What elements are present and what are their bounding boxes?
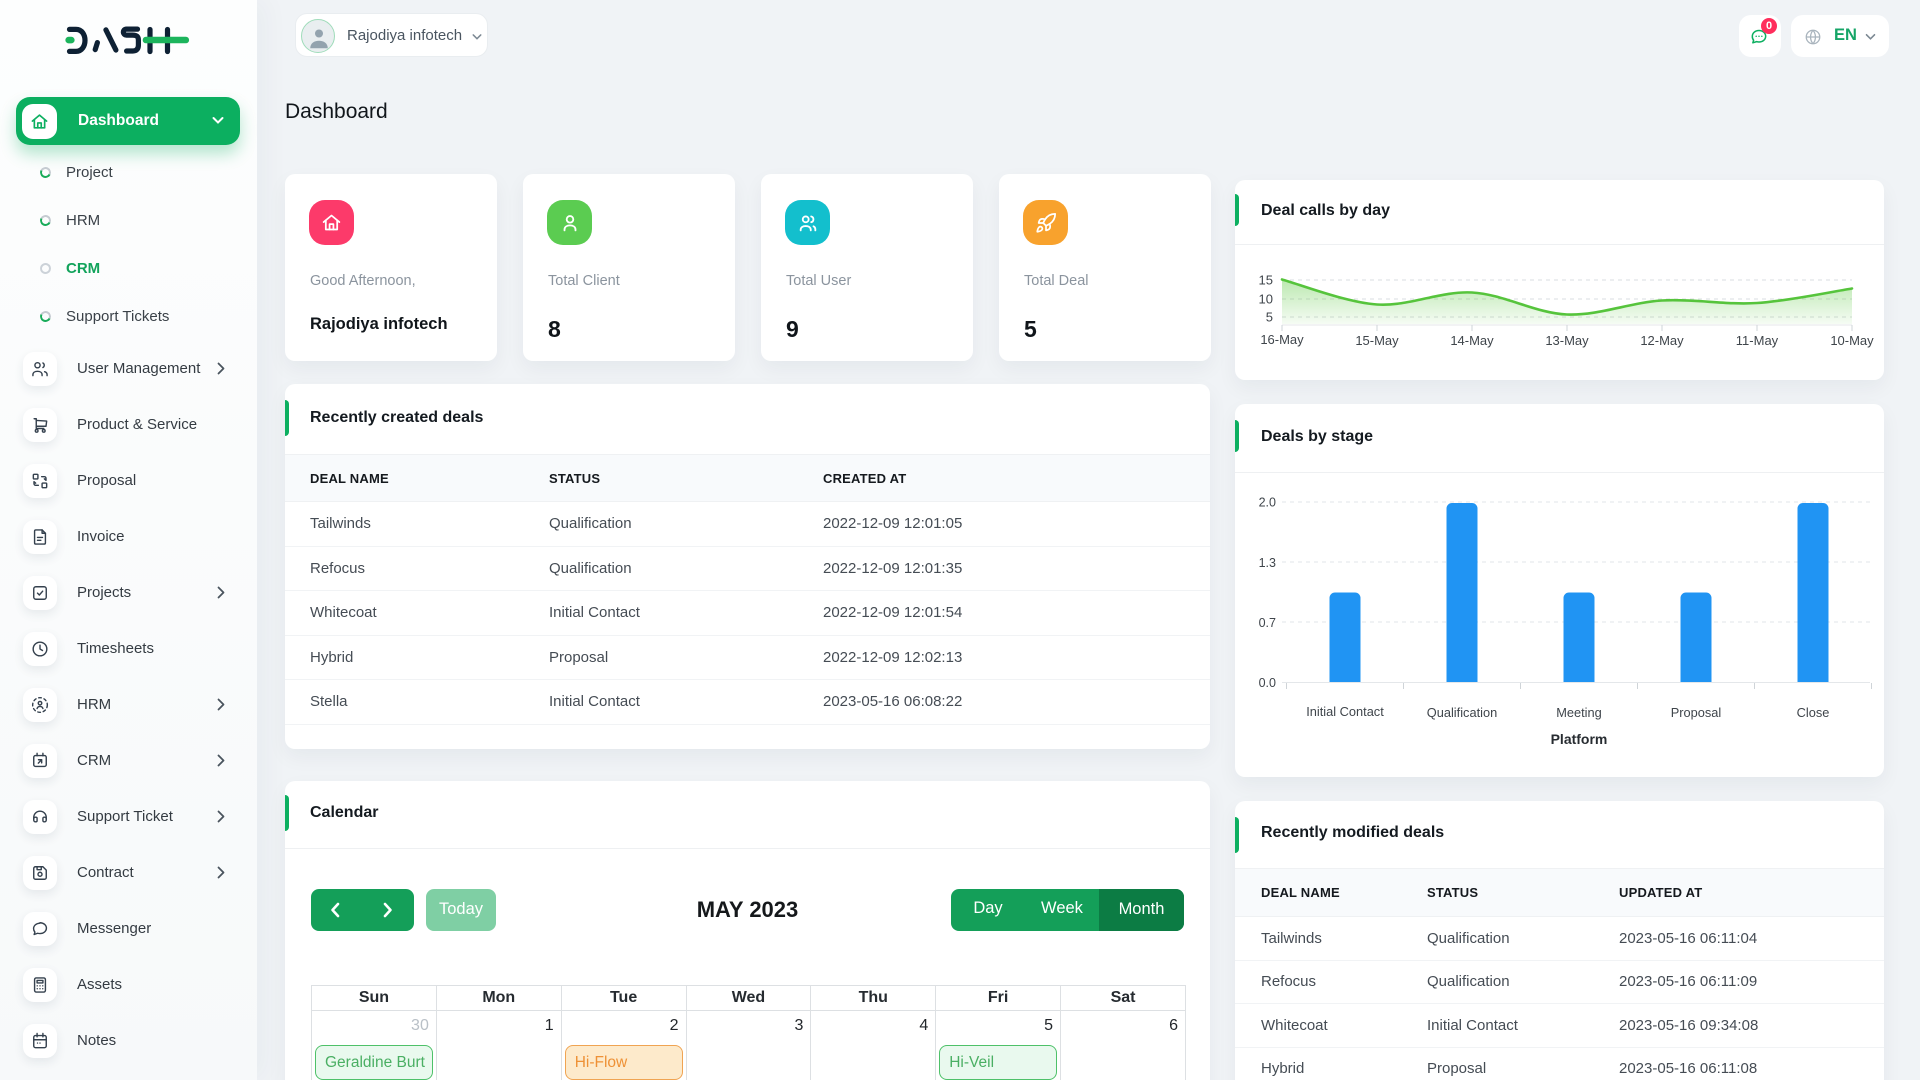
svg-text:10-May: 10-May xyxy=(1830,333,1874,348)
svg-text:14-May: 14-May xyxy=(1450,333,1494,348)
svg-text:Close: Close xyxy=(1797,705,1830,720)
svg-text:11-May: 11-May xyxy=(1736,333,1779,348)
svg-text:15: 15 xyxy=(1259,273,1273,288)
svg-text:Qualification: Qualification xyxy=(1427,705,1497,720)
svg-text:5: 5 xyxy=(1266,310,1273,325)
svg-text:10: 10 xyxy=(1259,292,1273,307)
svg-text:Proposal: Proposal xyxy=(1671,705,1722,720)
svg-text:0.7: 0.7 xyxy=(1259,616,1276,630)
svg-text:Initial Contact: Initial Contact xyxy=(1306,704,1384,719)
svg-text:1.3: 1.3 xyxy=(1259,556,1276,570)
svg-text:13-May: 13-May xyxy=(1545,333,1589,348)
svg-text:16-May: 16-May xyxy=(1260,332,1304,347)
svg-text:Meeting: Meeting xyxy=(1556,705,1602,720)
svg-text:15-May: 15-May xyxy=(1355,333,1399,348)
svg-text:12-May: 12-May xyxy=(1640,333,1684,348)
svg-text:Platform: Platform xyxy=(1551,731,1608,747)
svg-text:0.0: 0.0 xyxy=(1259,676,1276,690)
svg-text:2.0: 2.0 xyxy=(1259,496,1276,510)
